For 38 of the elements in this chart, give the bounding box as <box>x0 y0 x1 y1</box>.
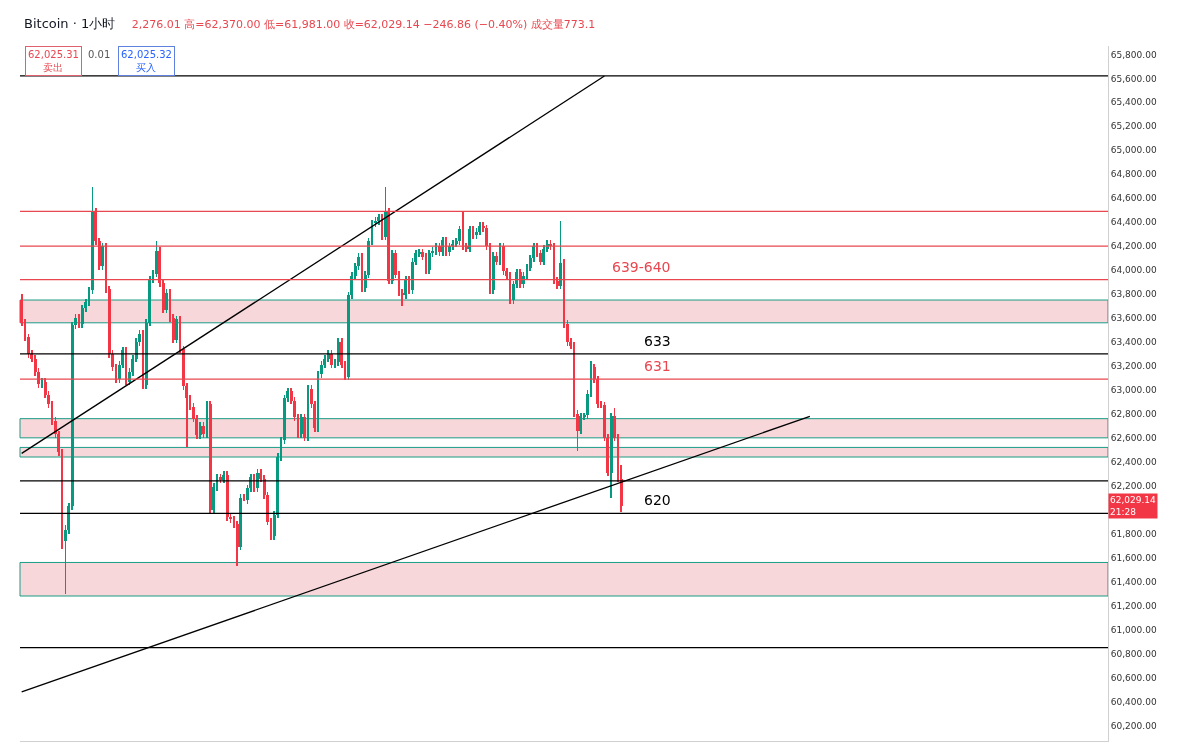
y-tick-label: 60,800.00 <box>1110 648 1157 659</box>
y-tick-label: 65,400.00 <box>1110 97 1157 108</box>
y-tick-label: 61,800.00 <box>1110 528 1157 539</box>
annotation: 0.01 <box>88 49 111 60</box>
y-tick-label: 64,000.00 <box>1110 265 1157 276</box>
y-tick-label: 63,400.00 <box>1110 337 1157 348</box>
y-tick-label: 61,200.00 <box>1110 600 1157 611</box>
y-tick-label: 62,800.00 <box>1110 409 1157 420</box>
y-tick-label: 65,800.00 <box>1110 49 1157 60</box>
y-tick-label: 64,200.00 <box>1110 241 1157 252</box>
y-tick-label: 62,200.00 <box>1110 480 1157 491</box>
y-tick-label: 63,800.00 <box>1110 289 1157 300</box>
y-tick-label: 60,600.00 <box>1110 672 1157 683</box>
y-tick-label: 64,600.00 <box>1110 193 1157 204</box>
annotation: 620 <box>644 492 671 508</box>
y-tick-label: 61,600.00 <box>1110 552 1157 563</box>
y-tick-label: 61,400.00 <box>1110 576 1157 587</box>
annotation: 633 <box>644 333 671 349</box>
y-tick-label: 62,600.00 <box>1110 432 1157 443</box>
y-tick-label: 63,000.00 <box>1110 385 1157 396</box>
y-tick-label: 64,400.00 <box>1110 217 1157 228</box>
y-tick-label: 60,400.00 <box>1110 696 1157 707</box>
y-tick-label: 61,000.00 <box>1110 624 1157 635</box>
y-tick-label: 64,800.00 <box>1110 169 1157 180</box>
chart-title: Bitcoin · 1小时 <box>24 15 116 31</box>
y-tick-label: 63,200.00 <box>1110 361 1157 372</box>
annotation: 631 <box>644 358 671 374</box>
y-tick-label: 63,600.00 <box>1110 313 1157 324</box>
chart-subtitle: 2,276.01 高=62,370.00 低=61,981.00 收=62,029.14 −246.86 (−0.40%) 成交量773.1 <box>131 17 596 31</box>
annotation: 639-640 <box>612 259 671 275</box>
y-tick-label: 62,400.00 <box>1110 456 1157 467</box>
annotation: 62,025.31 卖出 <box>28 49 79 73</box>
y-tick-label: 65,200.00 <box>1110 121 1157 132</box>
y-tick-label: 65,000.00 <box>1110 145 1157 156</box>
text: 62,029.14 21:28 <box>1110 495 1157 517</box>
y-tick-label: 60,200.00 <box>1110 720 1157 731</box>
annotation: 62,025.32 买入 <box>121 49 172 73</box>
y-tick-label: 65,600.00 <box>1110 73 1157 84</box>
